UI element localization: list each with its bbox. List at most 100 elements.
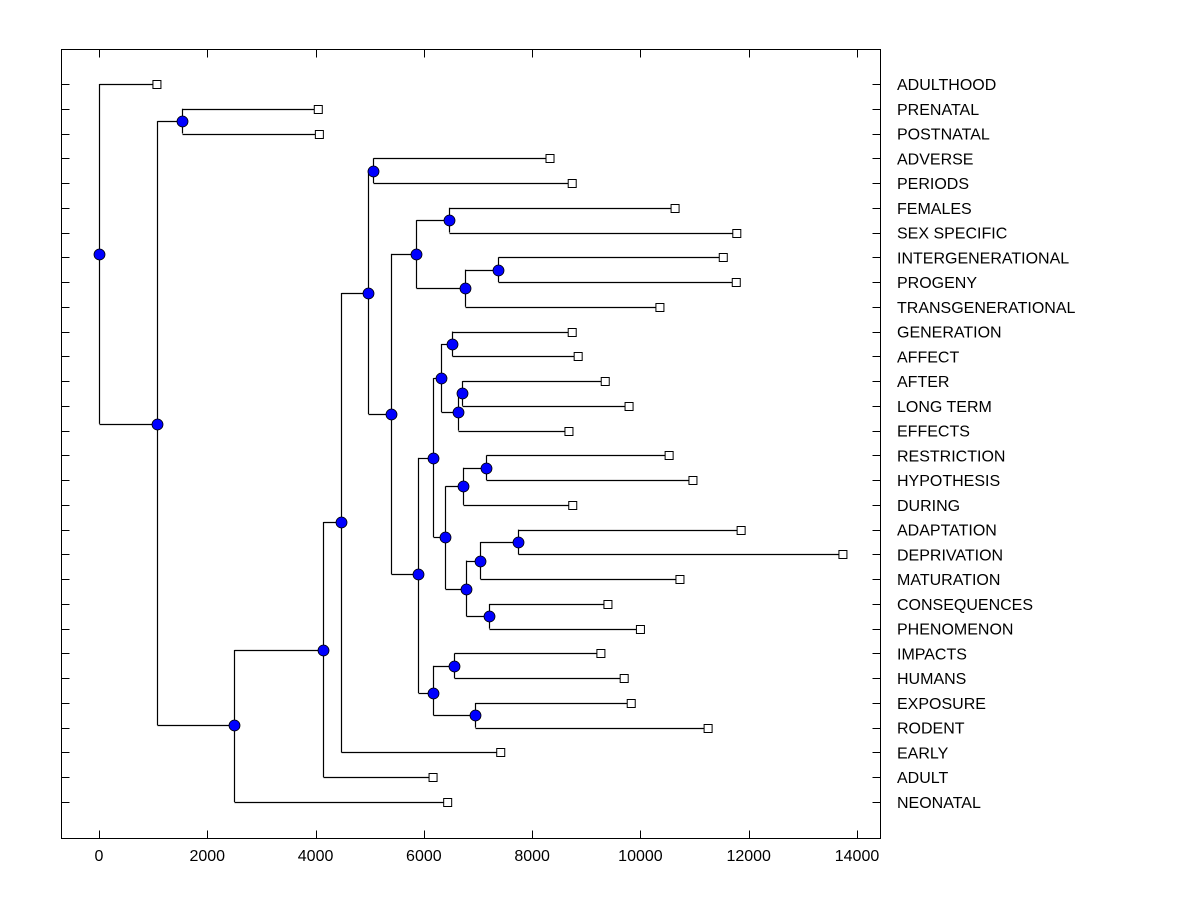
leaf-marker	[573, 352, 583, 361]
cluster-node	[410, 248, 423, 261]
cluster-node	[427, 452, 440, 465]
leaf-label: IMPACTS	[897, 646, 967, 663]
leaf-label: ADVERSE	[897, 151, 973, 168]
leaf-label: FEMALES	[897, 201, 972, 218]
x-tick-label: 4000	[298, 848, 334, 865]
leaf-marker	[670, 204, 680, 213]
leaf-label: RODENT	[897, 721, 965, 738]
cluster-node	[93, 248, 106, 261]
leaf-marker	[568, 501, 578, 510]
leaf-label: LONG TERM	[897, 399, 992, 416]
leaf-marker	[655, 303, 665, 312]
leaf-marker	[313, 105, 323, 114]
leaf-label: PERIODS	[897, 176, 969, 193]
x-tick-label: 0	[95, 848, 104, 865]
cluster-node	[512, 536, 525, 549]
leaf-marker	[428, 773, 438, 782]
cluster-node	[367, 165, 380, 178]
leaf-marker	[718, 253, 728, 262]
leaf-marker	[314, 130, 324, 139]
cluster-node	[448, 660, 461, 673]
cluster-node	[483, 610, 496, 623]
leaf-marker	[596, 649, 606, 658]
leaf-marker	[732, 229, 742, 238]
cluster-node	[412, 568, 425, 581]
x-tick-label: 12000	[726, 848, 771, 865]
leaf-marker	[443, 798, 453, 807]
leaf-marker	[600, 377, 610, 386]
leaf-label: HYPOTHESIS	[897, 473, 1000, 490]
leaf-marker	[567, 179, 577, 188]
cluster-node	[335, 516, 348, 529]
leaf-marker	[688, 476, 698, 485]
cluster-node	[480, 462, 493, 475]
cluster-node	[456, 387, 469, 400]
leaf-marker	[675, 575, 685, 584]
leaf-label: EXPOSURE	[897, 696, 986, 713]
leaf-label: DURING	[897, 498, 960, 515]
x-tick-label: 8000	[514, 848, 550, 865]
leaf-label: EFFECTS	[897, 424, 970, 441]
leaf-label: NEONATAL	[897, 795, 981, 812]
leaf-label: SEX SPECIFIC	[897, 226, 1007, 243]
cluster-node	[151, 418, 164, 431]
leaf-label: EARLY	[897, 745, 949, 762]
node-markers	[93, 115, 525, 732]
cluster-node	[362, 287, 375, 300]
leaf-label: AFTER	[897, 374, 949, 391]
cluster-node	[452, 406, 465, 419]
cluster-node	[459, 282, 472, 295]
leaf-label: CONSEQUENCES	[897, 597, 1033, 614]
cluster-node	[228, 719, 241, 732]
leaf-marker	[736, 526, 746, 535]
leaf-marker	[838, 550, 848, 559]
leaf-marker	[664, 451, 674, 460]
x-tick-label: 14000	[835, 848, 880, 865]
cluster-node	[385, 408, 398, 421]
leaf-marker	[624, 402, 634, 411]
x-tick-label: 6000	[406, 848, 442, 865]
y-axis-ticks	[61, 84, 881, 803]
leaf-marker	[545, 154, 555, 163]
leaf-label: HUMANS	[897, 671, 966, 688]
leaf-marker	[635, 625, 645, 634]
x-tick-label: 2000	[189, 848, 225, 865]
plot-frame	[61, 49, 881, 839]
cluster-node	[460, 583, 473, 596]
leaf-marker	[496, 748, 506, 757]
leaf-label: RESTRICTION	[897, 448, 1005, 465]
leaf-marker	[626, 699, 636, 708]
cluster-node	[443, 214, 456, 227]
leaf-marker	[619, 674, 629, 683]
cluster-node	[446, 338, 459, 351]
leaf-marker	[567, 328, 577, 337]
cluster-node	[439, 531, 452, 544]
leaf-label: ADULTHOOD	[897, 77, 996, 94]
leaf-label: GENERATION	[897, 325, 1002, 342]
leaf-label: MATURATION	[897, 572, 1000, 589]
leaf-label: AFFECT	[897, 349, 959, 366]
cluster-node	[457, 480, 470, 493]
leaf-label: PRENATAL	[897, 102, 979, 119]
cluster-node	[469, 709, 482, 722]
leaf-markers	[152, 80, 848, 807]
leaf-label: INTERGENERATIONAL	[897, 250, 1069, 267]
leaf-labels: ADULTHOOD PRENATAL POSTNATAL ADVERSE PERIODS…	[897, 77, 1076, 812]
cluster-node	[435, 372, 448, 385]
x-axis: 0 2000 4000 6000 8000 10000 12000 14000	[95, 49, 880, 865]
x-tick-label: 10000	[618, 848, 663, 865]
leaf-label: PROGENY	[897, 275, 977, 292]
leaf-label: ADULT	[897, 770, 948, 787]
leaf-label: PHENOMENON	[897, 622, 1013, 639]
leaf-marker	[564, 427, 574, 436]
cluster-node	[474, 555, 487, 568]
leaf-marker	[703, 724, 713, 733]
leaf-label: ADAPTATION	[897, 523, 997, 540]
leaf-marker	[603, 600, 613, 609]
cluster-node	[427, 687, 440, 700]
cluster-node	[176, 115, 189, 128]
leaf-marker	[731, 278, 741, 287]
cluster-node	[317, 644, 330, 657]
